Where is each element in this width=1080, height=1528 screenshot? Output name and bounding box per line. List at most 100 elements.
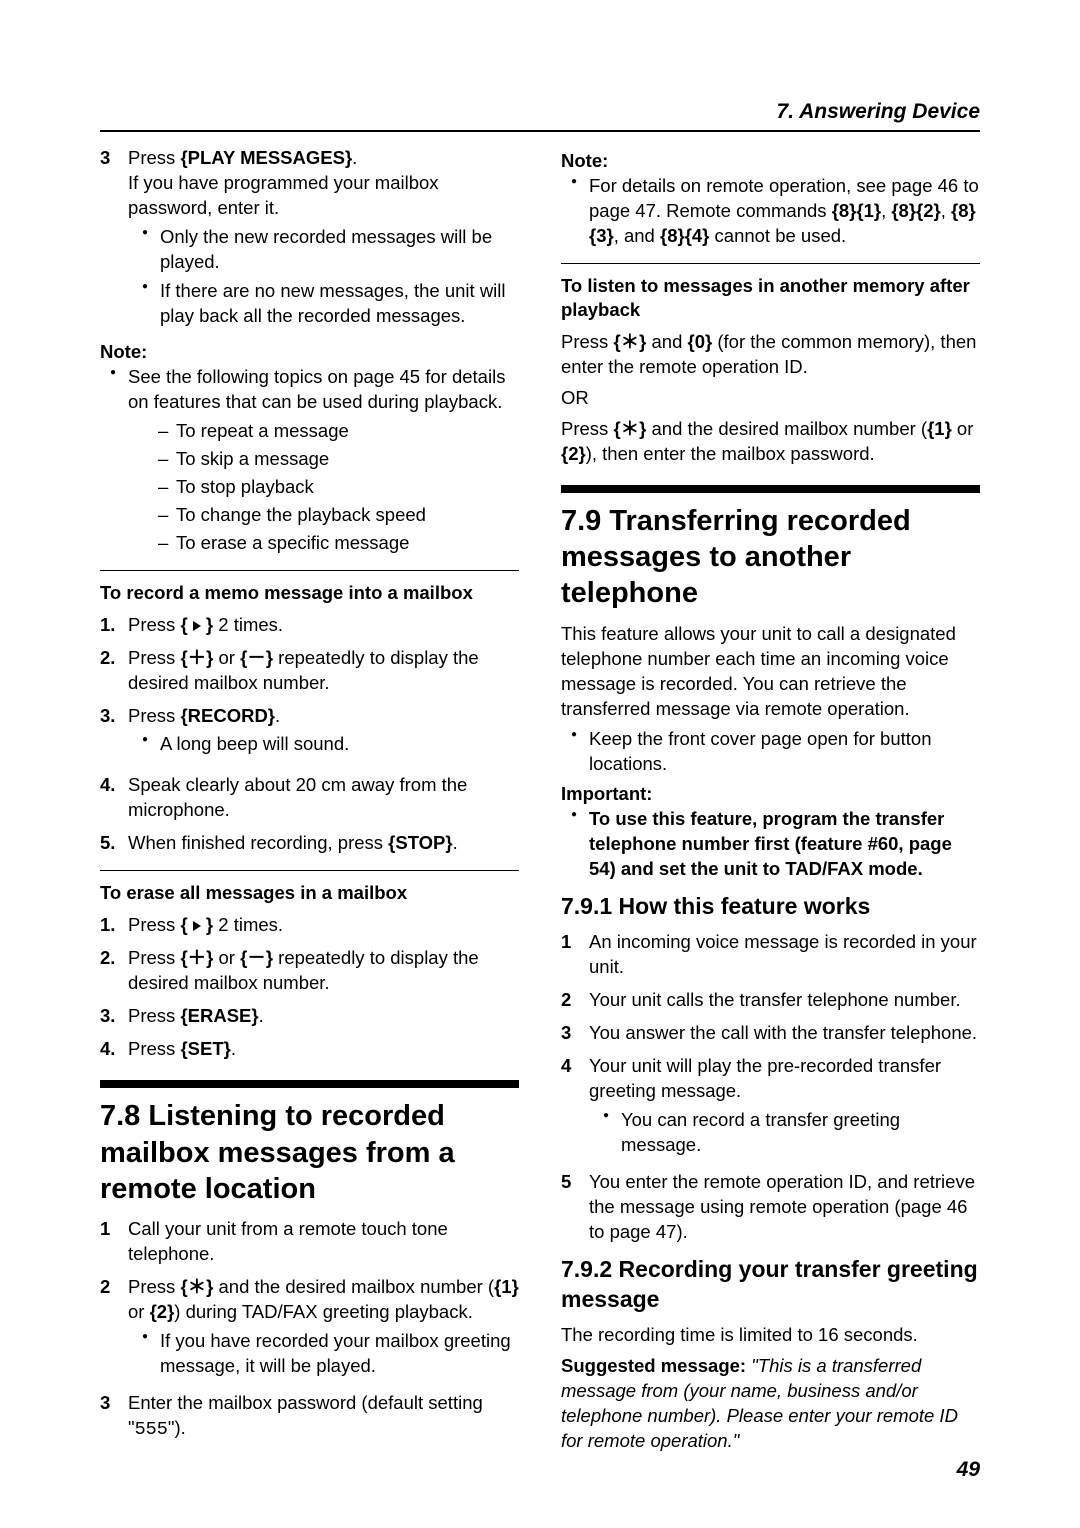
step-2: 2 Press {＊} and the desired mailbox numb… bbox=[100, 1275, 519, 1383]
content-columns: 3 Press {PLAY MESSAGES}. If you have pro… bbox=[100, 146, 980, 1459]
bullet-item: Keep the front cover page open for butto… bbox=[575, 727, 980, 777]
page-header: 7. Answering Device bbox=[100, 100, 980, 132]
heading-7-9: 7.9 Transferring recorded messages to an… bbox=[561, 503, 980, 612]
step-5: 5You enter the remote operation ID, and … bbox=[561, 1170, 980, 1245]
text: or bbox=[128, 1301, 150, 1322]
dash-item: To stop playback bbox=[158, 475, 519, 500]
key-record: {RECORD} bbox=[180, 705, 275, 726]
paragraph: Press {＊} and the desired mailbox number… bbox=[561, 417, 980, 467]
sub-heading-erase: To erase all messages in a mailbox bbox=[100, 881, 519, 905]
text: ), then enter the mailbox password. bbox=[586, 443, 875, 464]
step-3: 3You answer the call with the transfer t… bbox=[561, 1021, 980, 1046]
divider bbox=[100, 570, 519, 571]
triangle-right-icon bbox=[193, 921, 201, 931]
text: "). bbox=[168, 1417, 186, 1438]
memo-steps: 1.Press { } 2 times. 2.Press {＋} or {－} … bbox=[100, 613, 519, 857]
or-text: OR bbox=[561, 386, 980, 411]
heading-7-9-2: 7.9.2 Recording your transfer greeting m… bbox=[561, 1255, 980, 1315]
text: cannot be used. bbox=[709, 225, 846, 246]
text: Call your unit from a remote touch tone … bbox=[128, 1217, 519, 1267]
bullet-item: If you have recorded your mailbox greeti… bbox=[146, 1329, 519, 1379]
important-label: Important: bbox=[561, 783, 980, 805]
text: Press bbox=[561, 331, 613, 352]
dash-item: To change the playback speed bbox=[158, 503, 519, 528]
key-stop: {STOP} bbox=[388, 832, 452, 853]
divider bbox=[100, 870, 519, 871]
intro-paragraph: This feature allows your unit to call a … bbox=[561, 622, 980, 722]
triangle-right-icon bbox=[193, 621, 201, 631]
text: An incoming voice message is recorded in… bbox=[589, 930, 980, 980]
dash-item: To repeat a message bbox=[158, 419, 519, 444]
text: or bbox=[952, 418, 974, 439]
section-bar bbox=[561, 485, 980, 493]
paragraph: The recording time is limited to 16 seco… bbox=[561, 1323, 980, 1348]
key-1: {1} bbox=[494, 1276, 519, 1297]
text: ) during TAD/FAX greeting playback. bbox=[174, 1301, 473, 1322]
key-84: {8}{4} bbox=[660, 225, 709, 246]
text: 2 times. bbox=[213, 614, 283, 635]
list-item: 5.When finished recording, press {STOP}. bbox=[100, 831, 519, 856]
suggested-message: Suggested message: "This is a transferre… bbox=[561, 1354, 980, 1454]
text: , bbox=[941, 200, 951, 221]
key-star: {＊} bbox=[613, 418, 646, 439]
list-item: 1.Press { } 2 times. bbox=[100, 913, 519, 938]
key-star: {＊} bbox=[180, 1276, 213, 1297]
sub-bullets: You can record a transfer greeting messa… bbox=[589, 1108, 980, 1158]
divider bbox=[561, 263, 980, 264]
left-column: 3 Press {PLAY MESSAGES}. If you have pro… bbox=[100, 146, 519, 1459]
text: , bbox=[881, 200, 891, 221]
step-3: 3 Enter the mailbox password (default se… bbox=[100, 1391, 519, 1443]
list-item: 4.Speak clearly about 20 cm away from th… bbox=[100, 773, 519, 823]
text: Press bbox=[128, 614, 180, 635]
note-list: See the following topics on page 45 for … bbox=[100, 365, 519, 556]
bullet-item: A long beep will sound. bbox=[146, 732, 519, 757]
sub-heading-memo: To record a memo message into a mailbox bbox=[100, 581, 519, 605]
key-2: {2} bbox=[561, 443, 586, 464]
step-number: 3 bbox=[100, 146, 128, 333]
dash-item: To skip a message bbox=[158, 447, 519, 472]
text: You enter the remote operation ID, and r… bbox=[589, 1170, 980, 1245]
step-1: 1An incoming voice message is recorded i… bbox=[561, 930, 980, 980]
text: Press bbox=[128, 705, 180, 726]
text: . bbox=[275, 705, 280, 726]
text: Your unit calls the transfer telephone n… bbox=[589, 988, 980, 1013]
key-erase: {ERASE} bbox=[180, 1005, 258, 1026]
text: Press bbox=[128, 914, 180, 935]
erase-steps: 1.Press { } 2 times. 2.Press {＋} or {－} … bbox=[100, 913, 519, 1062]
list-item: 4.Press {SET}. bbox=[100, 1037, 519, 1062]
text: and bbox=[646, 331, 687, 352]
text: See the following topics on page 45 for … bbox=[128, 366, 505, 412]
key-play-messages: {PLAY MESSAGES} bbox=[180, 147, 352, 168]
key-set: {SET} bbox=[180, 1038, 230, 1059]
text: You answer the call with the transfer te… bbox=[589, 1021, 980, 1046]
text: If you have programmed your mailbox pass… bbox=[128, 171, 519, 221]
text: and the desired mailbox number ( bbox=[213, 1276, 494, 1297]
key-plus: {＋} bbox=[180, 947, 213, 968]
text: Your unit will play the pre-recorded tra… bbox=[589, 1055, 941, 1101]
text: Press bbox=[561, 418, 613, 439]
note-list: For details on remote operation, see pag… bbox=[561, 174, 980, 249]
note-item: For details on remote operation, see pag… bbox=[575, 174, 980, 249]
sub-heading-listen: To listen to messages in another memory … bbox=[561, 274, 980, 322]
text: . bbox=[352, 147, 357, 168]
list-item: 1.Press { } 2 times. bbox=[100, 613, 519, 638]
text: Press bbox=[128, 947, 180, 968]
step-body: Press {PLAY MESSAGES}. If you have progr… bbox=[128, 146, 519, 333]
label: Suggested message: bbox=[561, 1355, 751, 1376]
bullet-item: You can record a transfer greeting messa… bbox=[607, 1108, 980, 1158]
text: 2 times. bbox=[213, 914, 283, 935]
dash-list: To repeat a message To skip a message To… bbox=[128, 419, 519, 556]
text: and the desired mailbox number ( bbox=[646, 418, 927, 439]
text: Press bbox=[128, 647, 180, 668]
text: , and bbox=[614, 225, 660, 246]
right-column: Note: For details on remote operation, s… bbox=[561, 146, 980, 1459]
page-number: 49 bbox=[957, 1458, 980, 1482]
step-4: 4Your unit will play the pre-recorded tr… bbox=[561, 1054, 980, 1162]
bullet-item: If there are no new messages, the unit w… bbox=[146, 279, 519, 329]
key-minus: {－} bbox=[240, 947, 273, 968]
text: or bbox=[213, 947, 240, 968]
key-right: { } bbox=[180, 914, 213, 935]
key-1: {1} bbox=[927, 418, 952, 439]
bullet-item: Only the new recorded messages will be p… bbox=[146, 225, 519, 275]
step-1: 1 Call your unit from a remote touch ton… bbox=[100, 1217, 519, 1267]
